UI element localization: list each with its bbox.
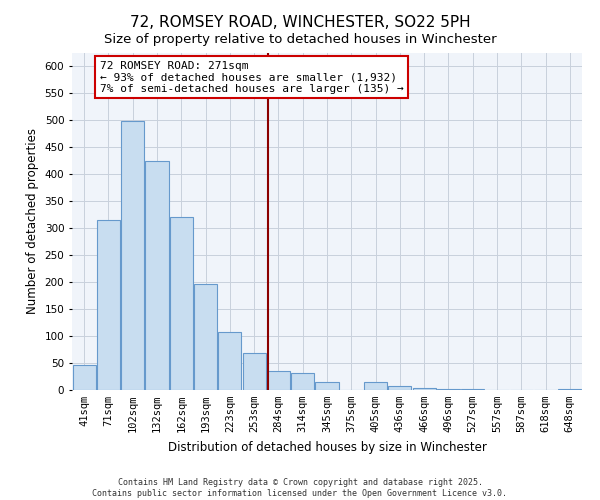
Bar bbox=[97, 220, 120, 390]
Bar bbox=[316, 382, 338, 390]
Bar bbox=[437, 389, 460, 390]
Text: Contains HM Land Registry data © Crown copyright and database right 2025.
Contai: Contains HM Land Registry data © Crown c… bbox=[92, 478, 508, 498]
X-axis label: Distribution of detached houses by size in Winchester: Distribution of detached houses by size … bbox=[167, 440, 487, 454]
Bar bbox=[267, 370, 290, 390]
Bar bbox=[194, 284, 217, 390]
Y-axis label: Number of detached properties: Number of detached properties bbox=[26, 128, 39, 314]
Bar bbox=[170, 217, 193, 390]
Bar bbox=[121, 120, 144, 390]
Bar bbox=[364, 382, 387, 390]
Text: Size of property relative to detached houses in Winchester: Size of property relative to detached ho… bbox=[104, 32, 496, 46]
Bar bbox=[145, 161, 169, 390]
Bar bbox=[388, 386, 412, 390]
Bar bbox=[218, 332, 241, 390]
Bar bbox=[413, 388, 436, 390]
Text: 72 ROMSEY ROAD: 271sqm
← 93% of detached houses are smaller (1,932)
7% of semi-d: 72 ROMSEY ROAD: 271sqm ← 93% of detached… bbox=[100, 60, 404, 94]
Bar bbox=[291, 372, 314, 390]
Bar bbox=[73, 365, 95, 390]
Bar bbox=[242, 352, 266, 390]
Text: 72, ROMSEY ROAD, WINCHESTER, SO22 5PH: 72, ROMSEY ROAD, WINCHESTER, SO22 5PH bbox=[130, 15, 470, 30]
